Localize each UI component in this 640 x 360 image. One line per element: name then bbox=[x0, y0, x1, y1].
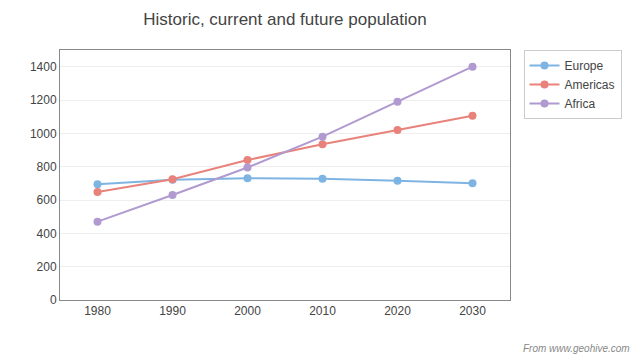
svg-text:1990: 1990 bbox=[159, 304, 186, 318]
svg-text:400: 400 bbox=[37, 227, 57, 241]
svg-text:2000: 2000 bbox=[234, 304, 261, 318]
svg-text:1980: 1980 bbox=[84, 304, 111, 318]
svg-text:Americas: Americas bbox=[565, 78, 615, 92]
svg-text:1400: 1400 bbox=[30, 60, 57, 74]
svg-text:From www.geohive.com: From www.geohive.com bbox=[523, 343, 630, 354]
svg-text:2010: 2010 bbox=[309, 304, 336, 318]
svg-text:0: 0 bbox=[50, 293, 57, 307]
svg-text:2020: 2020 bbox=[384, 304, 411, 318]
svg-text:1200: 1200 bbox=[30, 93, 57, 107]
svg-text:200: 200 bbox=[37, 260, 57, 274]
svg-text:1000: 1000 bbox=[30, 127, 57, 141]
svg-text:Historic, current and future p: Historic, current and future population bbox=[143, 10, 427, 29]
svg-text:Europe: Europe bbox=[565, 59, 604, 73]
svg-text:600: 600 bbox=[37, 193, 57, 207]
svg-text:2030: 2030 bbox=[459, 304, 486, 318]
svg-text:800: 800 bbox=[37, 160, 57, 174]
svg-text:Africa: Africa bbox=[565, 97, 596, 111]
